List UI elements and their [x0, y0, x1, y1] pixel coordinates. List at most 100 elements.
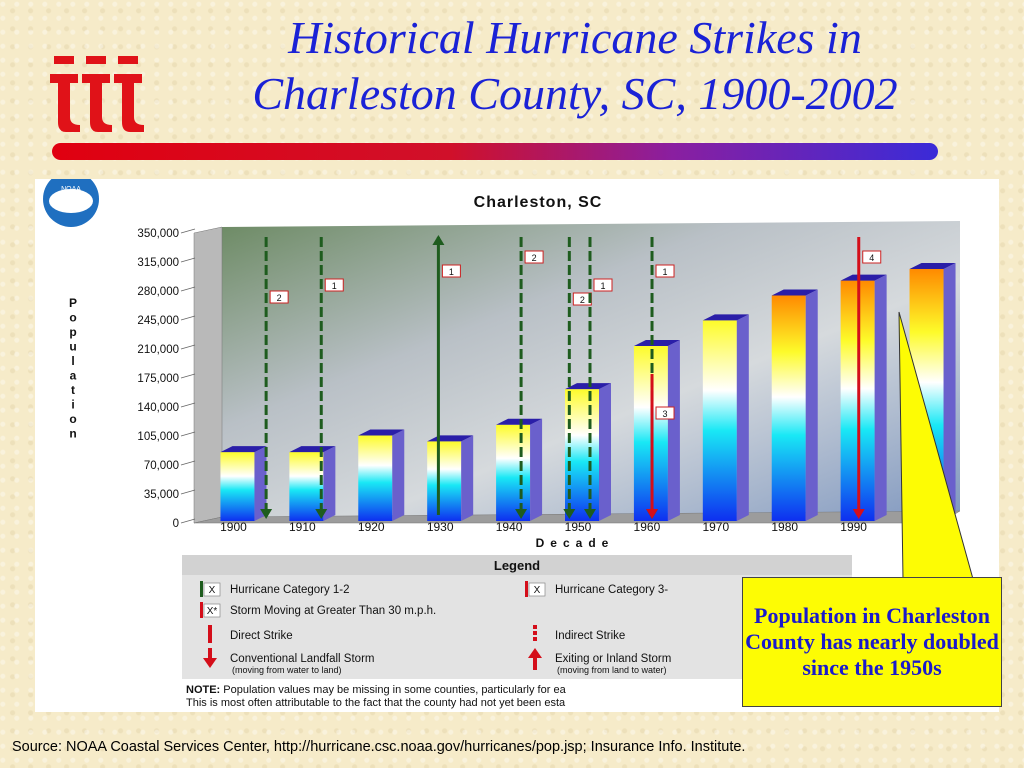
y-axis-label-letter: p — [69, 325, 76, 339]
y-tick-mark — [180, 286, 196, 292]
legend-note-label: NOTE: — [186, 684, 220, 696]
legend-header — [182, 555, 852, 575]
storm-arrowhead — [432, 235, 445, 245]
y-axis-label-letter: a — [70, 369, 77, 383]
bar — [358, 435, 393, 521]
bar-top — [702, 314, 749, 321]
storm-arrowhead — [515, 509, 528, 519]
x-tick-label: 1980 — [771, 520, 798, 534]
storm-arrowhead — [584, 509, 596, 519]
y-tick-label: 35,000 — [144, 489, 179, 501]
legend-symbol-arrow-shaft — [208, 648, 212, 660]
storm-category-label: 2 — [580, 295, 585, 305]
y-tick-label: 105,000 — [137, 431, 179, 443]
plot-side-wall — [193, 226, 223, 524]
x-tick-label: 1920 — [358, 520, 385, 534]
legend-note-line2: This is most often attributable to the f… — [186, 697, 566, 709]
legend-symbol-arrow-head — [528, 648, 542, 658]
y-tick-mark — [180, 431, 196, 437]
y-tick-mark — [180, 228, 196, 234]
bar-side — [736, 314, 749, 521]
y-tick-label: 210,000 — [137, 344, 179, 356]
y-tick-label: 140,000 — [137, 402, 179, 414]
bar-top — [771, 289, 818, 296]
bar — [702, 320, 737, 521]
bar — [427, 441, 462, 521]
y-tick-mark — [180, 518, 196, 524]
title-underline-bar — [52, 143, 938, 160]
legend-symbol-arrow-head — [203, 658, 217, 668]
source-footnote: Source: NOAA Coastal Services Center, ht… — [12, 739, 746, 755]
storm-category-tag — [862, 250, 882, 264]
storm-arrowhead — [646, 509, 659, 519]
y-tick-mark — [180, 344, 196, 350]
storm-category-label: 3 — [663, 409, 668, 419]
bar-top — [633, 340, 680, 347]
storm-category-label: 2 — [532, 253, 537, 263]
storm-category-tag — [324, 278, 344, 292]
bar-top — [565, 383, 611, 390]
storm-category-label: 1 — [600, 281, 605, 291]
x-tick-label: 1990 — [840, 520, 867, 534]
bar-side — [943, 262, 956, 521]
storm-arrowhead — [563, 509, 576, 519]
legend-item-label: Hurricane Category 3- — [555, 584, 668, 596]
legend-symbol-box — [203, 582, 221, 597]
y-axis-label-letter: l — [71, 354, 74, 368]
chart-panel: NOAA Charleston, SC 0 35,000 70,000 105,000 14… — [35, 179, 999, 712]
y-tick-label: 280,000 — [137, 286, 179, 298]
x-tick-label: 1970 — [702, 520, 729, 534]
iii-logo — [50, 56, 144, 132]
y-tick-mark — [180, 315, 196, 321]
storm-category-label: 1 — [663, 267, 668, 277]
legend-symbol-bar — [200, 581, 203, 597]
storm-category-tag — [269, 290, 289, 304]
legend-panel — [182, 555, 852, 679]
legend-note-line1: NOTE: Population values may be missing i… — [186, 684, 567, 696]
legend-symbol-solid — [208, 625, 212, 643]
storm-category-tag — [524, 250, 544, 264]
y-tick-mark — [180, 257, 196, 263]
legend-symbol-arrow-shaft — [533, 658, 537, 670]
bar — [220, 452, 255, 521]
bar — [496, 424, 531, 521]
y-tick-mark — [180, 373, 196, 379]
storm-arrowhead — [260, 509, 273, 519]
y-axis-label-letter: o — [69, 311, 76, 325]
x-tick-label: 1950 — [565, 520, 592, 534]
bar-side — [461, 435, 474, 521]
x-tick-label: 1900 — [220, 520, 247, 534]
legend-item-label: Hurricane Category 1-2 — [230, 584, 350, 596]
y-tick-label: 70,000 — [144, 460, 179, 472]
noaa-badge-wave — [49, 189, 93, 213]
storm-category-label: 2 — [277, 293, 282, 303]
legend-item-label: Storm Moving at Greater Than 30 m.p.h. — [230, 605, 436, 617]
legend-title: Legend — [494, 558, 540, 573]
y-axis-label-letter: i — [71, 398, 74, 412]
noaa-badge-label: NOAA — [61, 186, 81, 193]
legend-symbol-bar — [200, 602, 203, 618]
y-tick-label: 175,000 — [137, 373, 179, 385]
bar-side — [392, 429, 405, 521]
y-tick-label: 350,000 — [137, 228, 179, 240]
y-tick-mark — [180, 402, 196, 408]
storm-category-tag — [441, 264, 461, 278]
bar-side — [323, 446, 336, 521]
storm-category-tag — [655, 406, 675, 420]
bar-side — [667, 340, 680, 521]
x-tick-label: 1910 — [289, 520, 316, 534]
y-axis-label-letter: o — [69, 412, 76, 426]
callout-text: Population in Charleston County has near… — [745, 603, 999, 680]
bar-top — [289, 446, 336, 453]
legend-item-label: Exiting or Inland Storm — [555, 653, 671, 665]
legend-symbol-box — [203, 603, 221, 618]
legend-symbol-box — [528, 582, 546, 597]
storm-category-label: 4 — [869, 253, 874, 263]
bar-side — [254, 446, 267, 521]
legend-symbol-x: X — [209, 585, 216, 596]
legend-symbol-x: X* — [207, 606, 218, 617]
storm-category-tag — [655, 264, 675, 278]
bar-top — [496, 418, 543, 425]
slide-title: Historical Hurricane Strikes in Charlest… — [160, 10, 990, 122]
